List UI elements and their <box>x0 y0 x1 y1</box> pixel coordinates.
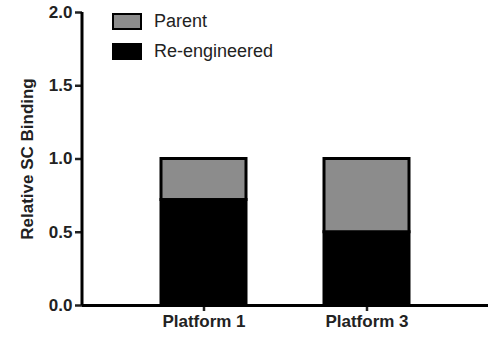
svg-text:2.0: 2.0 <box>49 3 73 22</box>
svg-text:0.5: 0.5 <box>49 223 73 242</box>
svg-text:Relative SC Binding: Relative SC Binding <box>18 78 37 240</box>
html-text:Parent: Parent <box>154 10 207 31</box>
svg-text:Platform 3: Platform 3 <box>325 312 408 331</box>
svg-text:1.5: 1.5 <box>49 76 73 95</box>
svg-text:Platform 1: Platform 1 <box>162 312 245 331</box>
svg-text:0.0: 0.0 <box>49 296 73 315</box>
html-text:Re-engineered: Re-engineered <box>154 40 274 61</box>
svg-text:1.0: 1.0 <box>49 149 73 168</box>
